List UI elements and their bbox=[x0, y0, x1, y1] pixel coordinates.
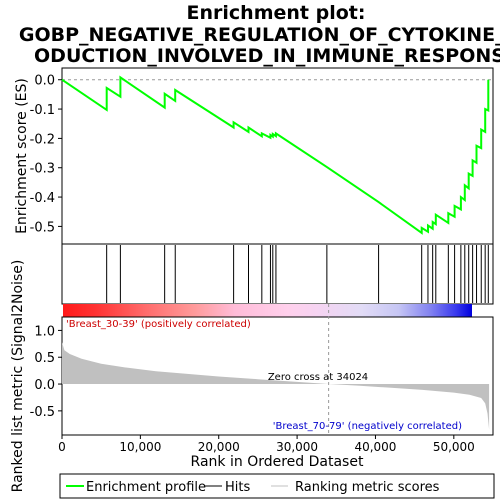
legend: Enrichment profile Hits Ranking metric s… bbox=[59, 473, 495, 499]
legend-ranking-metric-label: Ranking metric scores bbox=[295, 480, 440, 495]
es-y-axis-label: Enrichment score (ES) bbox=[14, 78, 30, 234]
legend-enrichment-profile-label: Enrichment profile bbox=[86, 480, 206, 495]
es-panel: 0.0 -0.1 -0.2 -0.3 -0.4 -0.5 Enrichment score… bbox=[14, 67, 494, 245]
rank-colour-bar bbox=[63, 304, 472, 317]
legend-hits-label: Hits bbox=[225, 480, 250, 495]
metric-y-tick-label: 1.0 bbox=[34, 324, 55, 339]
es-panel-frame bbox=[61, 67, 494, 245]
hit-lines-group bbox=[106, 245, 489, 303]
metric-y-tick-label: 0.5 bbox=[34, 351, 55, 366]
es-y-tick-label: -0.3 bbox=[30, 162, 55, 177]
x-axis-ticks: 0 10,000 20,000 30,000 40,000 50,000 bbox=[58, 435, 475, 454]
metric-y-tick-label: -0.5 bbox=[30, 405, 55, 420]
positive-correlation-label: 'Breast_30-39' (positively correlated) bbox=[66, 319, 251, 330]
negative-correlation-label: 'Breast_70-79' (negatively correlated) bbox=[273, 421, 462, 432]
es-y-tick-label: -0.1 bbox=[30, 103, 55, 118]
chart-title-line-3: ODUCTION_INVOLVED_IN_IMMUNE_RESPONSE bbox=[34, 45, 500, 67]
enrichment-profile-line bbox=[61, 75, 490, 235]
x-tick-label: 20,000 bbox=[198, 440, 240, 454]
x-tick-label: 10,000 bbox=[119, 440, 161, 454]
x-tick-label: 50,000 bbox=[433, 440, 475, 454]
zero-cross-label: Zero cross at 34024 bbox=[268, 372, 368, 383]
rank-gradient-bar bbox=[63, 304, 472, 317]
metric-panel: 1.0 0.5 0.0 -0.5 Zero cross at 34024 'Breas… bbox=[10, 260, 494, 493]
chart-title-line-2: GOBP_NEGATIVE_REGULATION_OF_CYTOKINE_PR bbox=[19, 24, 500, 46]
es-y-tick-label: -0.5 bbox=[30, 220, 55, 235]
hits-panel bbox=[61, 243, 494, 305]
x-tick-label: 40,000 bbox=[354, 440, 396, 454]
x-tick-label: 0 bbox=[58, 440, 66, 454]
chart-title-line-1: Enrichment plot: bbox=[187, 2, 366, 24]
es-y-tick-label: -0.4 bbox=[30, 191, 55, 206]
x-tick-label: 30,000 bbox=[276, 440, 318, 454]
x-axis-label: Rank in Ordered Dataset bbox=[191, 454, 364, 470]
es-y-axis-ticks: 0.0 -0.1 -0.2 -0.3 -0.4 -0.5 bbox=[30, 74, 62, 235]
metric-y-axis-label: Ranked list metric (Signal2Noise) bbox=[10, 260, 26, 493]
es-y-tick-label: 0.0 bbox=[34, 74, 55, 89]
ranking-metric-area bbox=[62, 342, 490, 430]
metric-y-tick-label: 0.0 bbox=[34, 378, 55, 393]
metric-y-axis-ticks: 1.0 0.5 0.0 -0.5 bbox=[30, 324, 62, 420]
es-y-tick-label: -0.2 bbox=[30, 132, 55, 147]
